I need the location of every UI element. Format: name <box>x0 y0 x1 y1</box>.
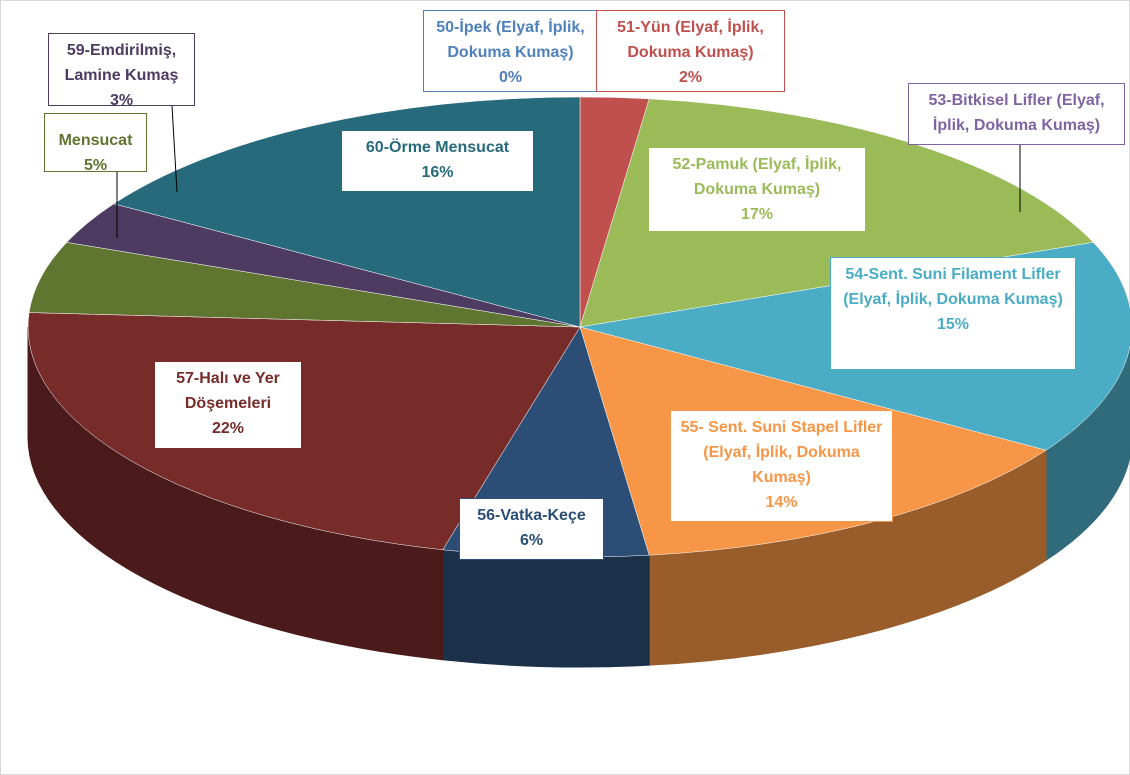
value-label: 2% <box>678 69 703 86</box>
category-label: Mensucat <box>58 132 133 149</box>
category-label: 54-Sent. Suni Filament Lifler (Elyaf, İp… <box>843 266 1063 308</box>
data-label: 51-Yün (Elyaf, İplik, Dokuma Kumaş) 2% <box>596 10 785 92</box>
category-label: 60-Örme Mensucat <box>365 139 510 156</box>
data-label: 52-Pamuk (Elyaf, İplik, Dokuma Kumaş) 17% <box>648 147 866 232</box>
leader-line <box>171 105 178 193</box>
category-label: 52-Pamuk (Elyaf, İplik, Dokuma Kumaş) <box>672 156 842 198</box>
value-label: 17% <box>740 206 774 223</box>
category-label: 50-İpek (Elyaf, İplik, Dokuma Kumaş) <box>436 19 585 61</box>
pie-sides <box>27 326 1130 668</box>
data-label: 54-Sent. Suni Filament Lifler (Elyaf, İp… <box>830 257 1076 370</box>
data-label: Mensucat 5% <box>44 113 147 172</box>
value-label: 22% <box>211 420 245 437</box>
value-label: 0% <box>498 69 523 86</box>
category-label: 51-Yün (Elyaf, İplik, Dokuma Kumaş) <box>617 19 764 61</box>
data-label: 59-Emdirilmiş, Lamine Kumaş 3% <box>48 33 195 106</box>
data-label: 53-Bitkisel Lifler (Elyaf, İplik, Dokuma… <box>908 83 1125 145</box>
value-label: 14% <box>765 494 798 511</box>
data-label: 57-Halı ve Yer Döşemeleri 22% <box>154 361 302 449</box>
slice <box>28 242 581 328</box>
category-label: 59-Emdirilmiş, Lamine Kumaş <box>64 42 179 84</box>
data-label: 55- Sent. Suni Stapel Lifler (Elyaf, İpl… <box>670 410 893 522</box>
value-label: 6% <box>519 532 544 549</box>
slice-side <box>442 549 650 668</box>
value-label: 15% <box>936 316 970 333</box>
category-label: 55- Sent. Suni Stapel Lifler (Elyaf, İpl… <box>680 419 883 486</box>
value-label: 16% <box>421 164 454 181</box>
category-label: 53-Bitkisel Lifler (Elyaf, İplik, Dokuma… <box>928 92 1105 134</box>
category-label: 57-Halı ve Yer Döşemeleri <box>176 370 280 412</box>
value-label: 3% <box>109 92 134 106</box>
data-label: 50-İpek (Elyaf, İplik, Dokuma Kumaş) 0% <box>423 10 598 92</box>
data-label: 56-Vatka-Keçe 6% <box>459 498 604 560</box>
data-label: 60-Örme Mensucat 16% <box>341 130 534 192</box>
value-label: 5% <box>83 157 108 172</box>
category-label: 56-Vatka-Keçe <box>477 507 586 524</box>
value-label: 0% <box>915 138 1118 144</box>
